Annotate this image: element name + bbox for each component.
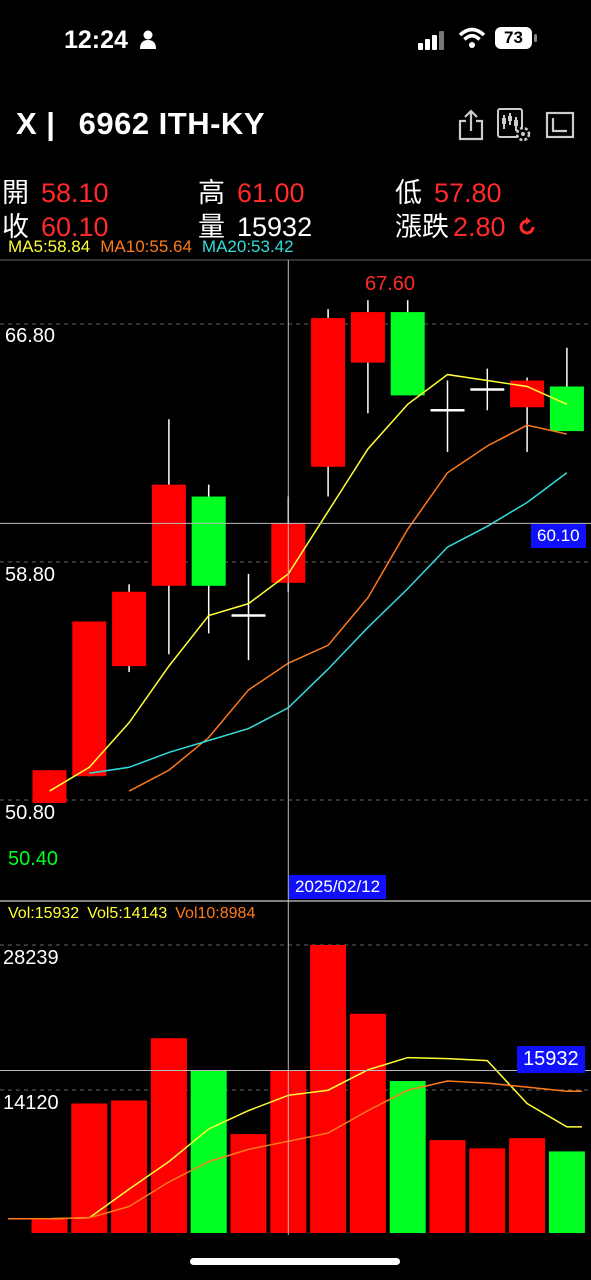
close-value: 60.10 bbox=[41, 212, 109, 242]
fullscreen-icon[interactable] bbox=[545, 111, 575, 144]
vol5-line bbox=[8, 1056, 582, 1220]
price-axis-mid: 58.80 bbox=[5, 564, 56, 586]
vol-label: Vol:15932 bbox=[8, 905, 80, 922]
volume-bar bbox=[190, 1070, 227, 1233]
current-volume-tag: 15932 bbox=[517, 1046, 585, 1073]
candle-body bbox=[549, 386, 584, 432]
price-axis-bottom: 50.80 bbox=[5, 802, 56, 824]
cursor-date-tag: 2025/02/12 bbox=[289, 875, 387, 899]
volume-bar bbox=[150, 1038, 187, 1233]
status-time: 12:24 bbox=[64, 26, 128, 54]
signal-icon bbox=[418, 30, 446, 55]
wifi-icon bbox=[458, 27, 486, 54]
battery-icon: 73 bbox=[495, 27, 539, 51]
ma10-label: MA10:55.64 bbox=[100, 237, 192, 256]
header-title: X | 6962 ITH-KY bbox=[16, 106, 265, 142]
price-axis-top: 66.80 bbox=[5, 325, 56, 347]
quote-open: 開 58.10 bbox=[2, 171, 109, 210]
volume-label: 量 bbox=[198, 212, 225, 242]
ma20-label: MA20:53.42 bbox=[201, 237, 294, 256]
close-button[interactable]: X | bbox=[16, 106, 56, 141]
min-price-label: 50.40 bbox=[8, 848, 59, 870]
candle-body bbox=[32, 770, 67, 803]
high-value: 61.00 bbox=[237, 178, 305, 208]
share-icon[interactable] bbox=[457, 109, 485, 146]
high-label: 高 bbox=[198, 178, 225, 208]
quote-low: 低 57.80 bbox=[395, 171, 502, 210]
volume-bar bbox=[349, 1013, 386, 1233]
ma-legend: MA5:58.84 MA10:55.64 MA20:53.42 bbox=[8, 237, 304, 257]
volume-bar bbox=[429, 1140, 466, 1233]
quote-change: 漲跌 2.80 bbox=[395, 205, 537, 244]
ma5-line bbox=[49, 373, 568, 792]
volume-legend: Vol:15932 Vol5:14143 Vol10:8984 bbox=[8, 905, 263, 923]
quote-close: 收 60.10 bbox=[2, 205, 109, 244]
volume-bar bbox=[71, 1103, 108, 1233]
volume-bar bbox=[111, 1100, 148, 1233]
quote-volume: 量 15932 bbox=[198, 205, 312, 244]
candle-body bbox=[151, 484, 186, 586]
volume-bar bbox=[509, 1138, 546, 1233]
max-price-label: 67.60 bbox=[365, 273, 416, 295]
vol10-label: Vol10:8984 bbox=[175, 905, 256, 922]
stock-chart[interactable] bbox=[0, 0, 591, 1240]
chart-settings-icon[interactable] bbox=[496, 107, 532, 148]
vol10-line bbox=[8, 1080, 582, 1220]
volume-axis-top: 28239 bbox=[3, 947, 59, 969]
candle-body bbox=[311, 318, 346, 467]
open-label: 開 bbox=[2, 178, 29, 208]
volume-bar bbox=[31, 1218, 68, 1233]
candle-body bbox=[112, 591, 147, 667]
candle-body bbox=[390, 312, 425, 396]
ma5-label: MA5:58.84 bbox=[8, 237, 91, 256]
low-label: 低 bbox=[395, 178, 422, 208]
current-price-tag: 60.10 bbox=[531, 524, 586, 548]
vol5-label: Vol5:14143 bbox=[87, 905, 168, 922]
volume-axis-mid: 14120 bbox=[3, 1092, 59, 1114]
change-value: 2.80 bbox=[453, 212, 506, 242]
person-icon bbox=[140, 30, 156, 50]
volume-bar bbox=[310, 945, 347, 1233]
volume-bar bbox=[548, 1151, 585, 1233]
volume-bar bbox=[230, 1134, 267, 1233]
candle-body bbox=[350, 312, 385, 363]
close-label: 收 bbox=[2, 212, 29, 242]
ma20-line bbox=[89, 472, 568, 774]
refresh-icon[interactable] bbox=[517, 213, 537, 244]
candle-body bbox=[72, 621, 107, 777]
candle-body bbox=[191, 496, 226, 586]
change-label: 漲跌 bbox=[395, 212, 449, 242]
low-value: 57.80 bbox=[434, 178, 502, 208]
battery-level: 73 bbox=[504, 28, 523, 47]
quote-high: 高 61.00 bbox=[198, 171, 305, 210]
open-value: 58.10 bbox=[41, 178, 109, 208]
volume-value: 15932 bbox=[237, 212, 313, 242]
stock-symbol: 6962 ITH-KY bbox=[78, 106, 265, 141]
volume-bar bbox=[469, 1148, 506, 1233]
home-indicator[interactable] bbox=[190, 1258, 400, 1265]
volume-bar bbox=[389, 1081, 426, 1233]
